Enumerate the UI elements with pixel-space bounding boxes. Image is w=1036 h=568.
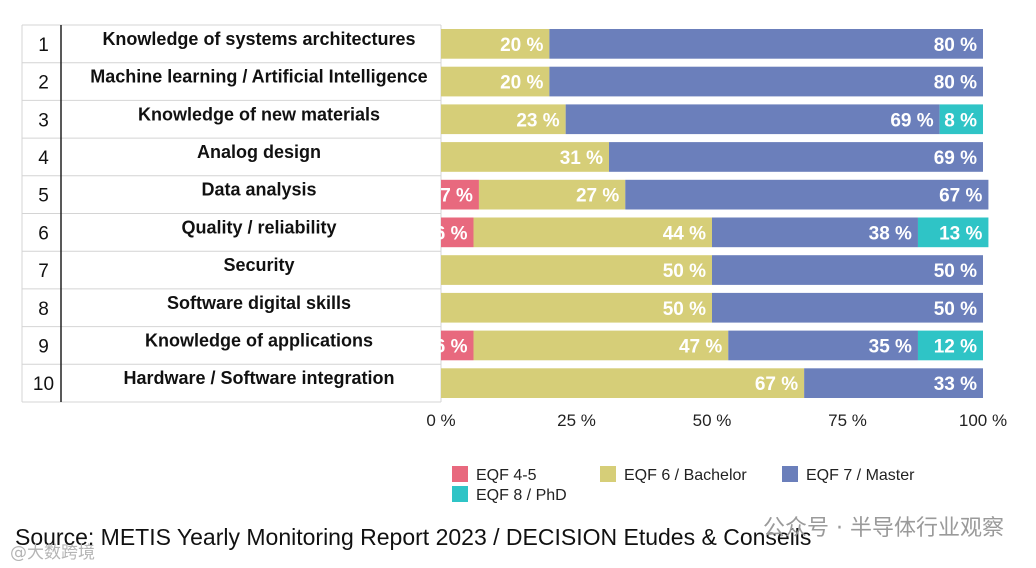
data-label: 50 % [663,299,706,320]
watermark: 公众号 · 半导体行业观察 [763,516,1004,541]
bar-segment [549,29,983,59]
data-label: 12 % [934,336,977,357]
data-label: 50 % [663,261,706,282]
legend-entry: EQF 4-5 [476,467,537,484]
data-label: 31 % [560,148,603,169]
row-number: 7 [38,261,49,282]
bar-segment [441,368,805,398]
category-label: Machine learning / Artificial Intelligen… [90,67,427,87]
source-note: Source: METIS Yearly Monitoring Report 2… [15,524,812,550]
data-label: 6 % [435,336,468,357]
data-label: 50 % [934,261,977,282]
row-number: 3 [38,110,49,131]
bar-segment [441,66,550,97]
category-label: Analog design [197,142,321,162]
bar-segment [712,217,918,248]
bar-segment [565,104,940,135]
row-number: 4 [38,148,49,169]
x-axis: 0 % 25 % 50 % 75 % 100 % [426,411,1007,430]
bar-segment [549,66,983,97]
legend-swatch [782,466,798,482]
data-label: 69 % [934,148,977,169]
row-number: 2 [38,73,49,94]
category-label: Data analysis [201,180,316,200]
data-label: 23 % [516,110,559,131]
category-label: Knowledge of applications [145,330,373,350]
row-number: 8 [38,299,49,320]
category-label: Knowledge of systems architectures [102,29,415,49]
data-label: 20 % [500,35,543,56]
bar-segment [939,104,983,135]
category-label: Quality / reliability [181,217,336,237]
corner-watermark: @大数跨境 [10,543,95,563]
bar-segment [441,217,474,248]
bar-segment [441,29,550,59]
row-number: 9 [38,336,49,357]
bar-segment [473,217,712,248]
bar-segment [478,179,626,210]
data-label: 13 % [939,223,982,244]
category-label: Security [223,255,294,275]
data-label: 7 % [440,186,473,207]
bar-segment [441,255,712,285]
legend: EQF 4-5 EQF 6 / Bachelor EQF 7 / Master EQF… [452,466,915,504]
row-number: 1 [38,35,49,56]
bar-segment [473,330,729,361]
legend-entry: EQF 6 / Bachelor [624,467,747,484]
data-label: 67 % [755,374,798,395]
data-label: 27 % [576,186,619,207]
data-label: 33 % [934,374,977,395]
x-tick-label: 0 % [426,411,455,430]
data-label: 67 % [939,186,982,207]
data-label: 50 % [934,299,977,320]
bar-segment [441,292,712,323]
category-label: Knowledge of new materials [138,104,380,124]
bar-segment [917,330,983,361]
label-table: 1 Knowledge of systems architectures 2 Mach… [21,24,442,403]
row-number: 6 [38,223,49,244]
data-label: 8 % [944,110,977,131]
row-number: 10 [33,374,54,395]
bars-group: 20 % 80 % 20 % 80 % 23 % 69 % 8 % 31 % 69 % 7 % 27… [435,29,989,398]
data-label: 6 % [435,223,468,244]
data-label: 35 % [869,336,912,357]
legend-swatch [452,486,468,502]
legend-swatch [452,466,468,482]
x-tick-label: 75 % [828,411,867,430]
data-label: 38 % [869,223,912,244]
bar-segment [441,330,474,361]
data-label: 80 % [934,35,977,56]
data-label: 20 % [500,73,543,94]
x-tick-label: 100 % [959,411,1007,430]
bar-segment [917,217,989,248]
legend-swatch [600,466,616,482]
bar-segment [609,142,983,172]
category-label: Hardware / Software integration [123,368,394,388]
bar-segment [712,292,983,323]
data-label: 44 % [663,223,706,244]
bar-segment [625,179,989,210]
bar-segment [728,330,918,361]
bar-segment [441,104,566,135]
x-tick-label: 25 % [557,411,596,430]
legend-entry: EQF 7 / Master [806,467,915,484]
bar-segment [804,368,983,398]
data-label: 69 % [890,110,933,131]
bar-segment [441,142,610,172]
bar-segment [712,255,983,285]
category-label: Software digital skills [167,293,351,313]
legend-entry: EQF 8 / PhD [476,487,567,504]
data-label: 80 % [934,73,977,94]
x-tick-label: 50 % [693,411,732,430]
row-number: 5 [38,186,49,207]
data-label: 47 % [679,336,722,357]
bar-segment [441,179,479,210]
